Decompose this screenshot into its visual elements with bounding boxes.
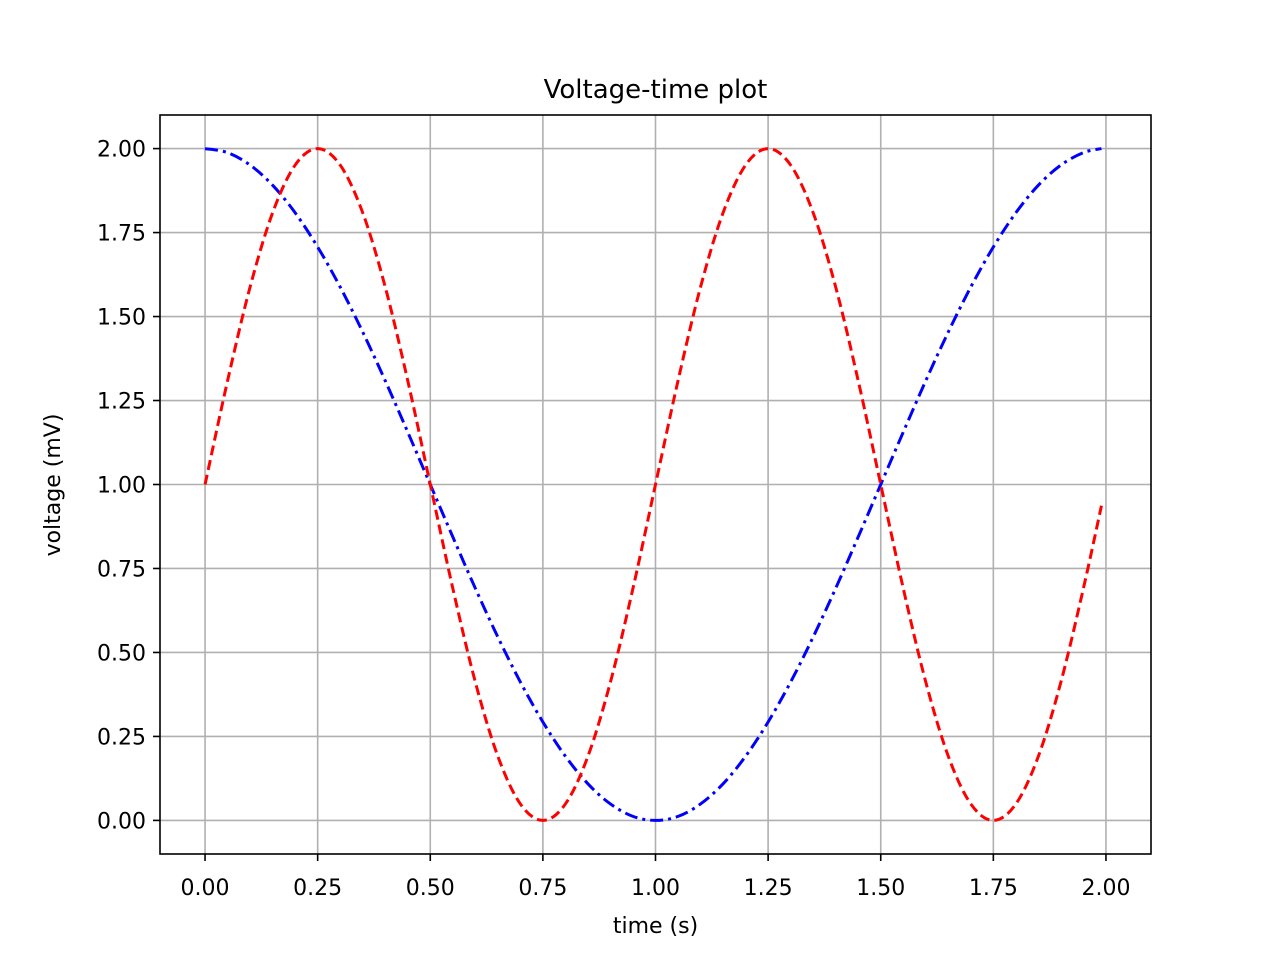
y-tick-label: 0.75: [97, 557, 146, 582]
x-tick-label: 1.50: [856, 876, 905, 901]
x-tick-label: 1.75: [969, 876, 1018, 901]
series-line-1: [204, 147, 1102, 822]
y-tick-label: 1.00: [97, 474, 146, 499]
y-tick-label: 1.50: [97, 306, 146, 331]
x-axis-label: time (s): [613, 914, 698, 939]
chart-title: Voltage-time plot: [544, 75, 768, 105]
x-tick-label: 2.00: [1081, 876, 1130, 901]
x-tick-label: 1.00: [631, 876, 680, 901]
x-tick-label: 0.75: [518, 876, 567, 901]
y-tick-label: 2.00: [97, 138, 146, 163]
plot-lines: [203, 147, 1103, 822]
series-line-2: [203, 147, 1103, 822]
y-tick-label: 1.75: [97, 222, 146, 247]
y-tick-label: 0.25: [97, 725, 146, 750]
y-tick-label: 0.00: [97, 809, 146, 834]
y-axis-label: voltage (mV): [41, 414, 66, 557]
x-tick-label: 0.25: [293, 876, 342, 901]
x-tick-label: 0.50: [406, 876, 455, 901]
axis-ticks: 0.00 0.25 0.50 0.75 1.00 1.25 1.50 1.75 2.00 0.00…: [97, 138, 1130, 901]
y-tick-label: 0.50: [97, 641, 146, 666]
y-tick-label: 1.25: [97, 390, 146, 415]
x-tick-label: 1.25: [744, 876, 793, 901]
x-tick-label: 0.00: [181, 876, 230, 901]
